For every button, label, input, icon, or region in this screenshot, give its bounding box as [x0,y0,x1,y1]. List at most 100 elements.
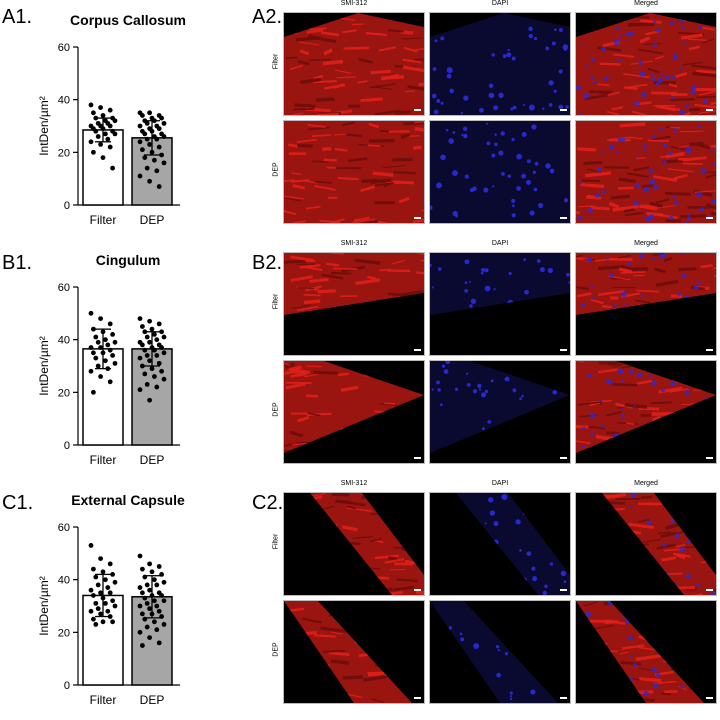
data-point [98,142,103,147]
data-point [137,355,143,361]
data-point [144,624,150,630]
data-point [93,128,99,134]
data-point [100,619,106,625]
data-point [98,590,103,596]
panel-label-b2: B2. [252,252,283,274]
data-point [137,387,143,393]
data-point [98,556,103,561]
panel-label-a1: A1. [2,6,33,28]
data-point [142,347,148,353]
bar-chart-corpus-callosum: Corpus Callosum IntDen/µm² 0 20 40 60 Filter DE… [37,12,186,227]
data-point [144,165,150,171]
micrograph-filter-dapi [429,252,571,356]
data-point [154,603,160,609]
data-point [137,585,143,590]
data-point [103,600,108,606]
micrograph-filter-smi312 [283,492,425,596]
data-point [98,611,103,617]
data-point [140,113,145,118]
data-point [144,334,150,340]
data-point [88,587,94,593]
data-point [91,326,96,332]
y-tick-label: 40 [58,575,70,587]
data-point [147,606,153,612]
data-point [91,110,96,116]
data-point [144,120,150,126]
data-point [149,366,155,372]
data-point [152,598,157,604]
image-row-label: DEP [272,162,280,177]
y-tick-label: 60 [58,42,70,54]
data-point [161,350,167,356]
data-point [147,635,153,640]
data-point [95,606,101,612]
image-column-title: Merged [634,0,658,7]
micrograph-filter-merged [575,252,717,356]
x-tick-label: DEP [140,453,165,467]
data-point [152,332,157,337]
data-point [156,360,162,366]
data-point [156,126,162,132]
micrograph-dep-smi312 [283,600,425,704]
data-point [88,139,94,145]
data-point [88,368,94,374]
data-point [112,339,118,345]
data-point [147,561,153,567]
image-column-title: SMI-312 [340,480,368,487]
y-tick-label: 20 [58,387,70,399]
y-tick-label: 40 [58,335,70,347]
image-column-title: SMI-312 [340,0,368,7]
data-point [154,627,160,633]
data-point [88,608,94,614]
micrograph-grid-c: SMI-312 DAPI Merged Filter DEP [273,480,720,718]
x-tick-label: Filter [90,213,117,227]
data-point [91,616,96,622]
image-column-title: DAPI [491,0,509,7]
panel-label-a2: A2. [252,6,283,28]
data-point [95,339,101,345]
data-point [91,593,96,598]
data-point [142,131,148,137]
data-point [159,368,165,374]
data-point [144,353,150,358]
micrograph-filter-smi312 [283,12,425,116]
micrograph-filter-merged [575,12,717,116]
data-point [159,345,165,350]
data-point [159,329,165,335]
data-point [107,123,113,129]
data-point [91,389,96,395]
x-tick-label: DEP [140,213,165,227]
data-point [107,107,113,113]
chart-title: Cingulum [96,252,161,268]
micrograph-dep-merged [575,120,717,224]
micrograph-dep-dapi [429,360,571,464]
panel-label-c1: C1. [2,492,34,514]
data-point [156,608,162,614]
y-tick-label: 0 [64,440,70,452]
data-point [159,593,165,598]
image-row-label: Filter [272,533,280,550]
data-point [107,379,113,385]
data-point [137,629,143,635]
data-point [152,374,157,379]
data-point [149,326,155,332]
chart-title: Corpus Callosum [70,12,186,28]
data-point [105,585,111,590]
data-point [103,577,108,583]
image-column-title: DAPI [491,480,509,487]
data-point [154,168,160,174]
data-point [103,358,108,364]
data-point [147,178,153,184]
data-point [154,384,160,390]
data-point [137,123,143,129]
data-point [152,157,157,163]
data-point [161,334,167,340]
data-point [154,582,160,588]
data-point [156,564,162,569]
data-point [107,347,113,353]
data-point [147,358,153,364]
y-axis-label: IntDen/µm² [37,576,51,636]
data-point [154,136,160,142]
data-point [100,113,106,118]
data-point [91,566,96,572]
